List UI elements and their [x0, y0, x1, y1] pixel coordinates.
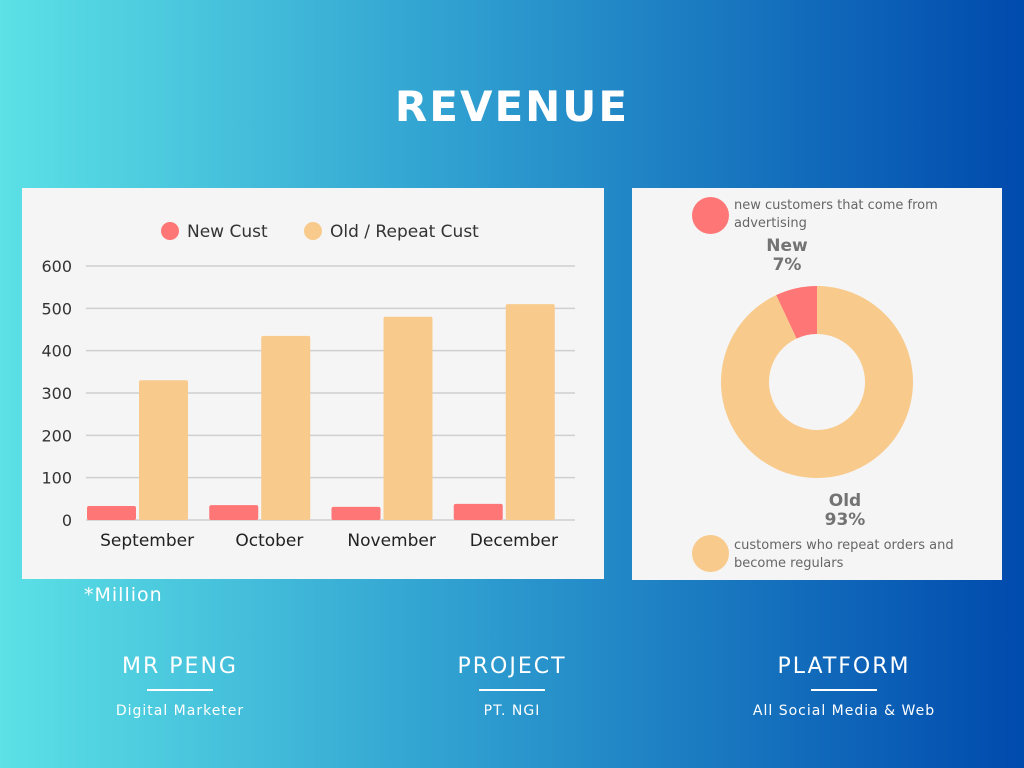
- legend-marker: [304, 222, 322, 240]
- donut-slice-new: [776, 286, 817, 339]
- bar-old-repeat-cust: [139, 380, 188, 520]
- legend-dot-old: [692, 535, 729, 572]
- old-slice-label: Old 93%: [824, 491, 866, 530]
- y-tick-label: 300: [41, 384, 72, 403]
- donut-chart-panel: new customers that come from advertising…: [632, 188, 1002, 580]
- donut-chart: [721, 286, 913, 479]
- y-tick-label: 0: [62, 511, 72, 530]
- old-description: customers who repeat orders and become r…: [734, 538, 954, 571]
- footer-project: PROJECT PT. NGI: [457, 654, 567, 719]
- bar-old-repeat-cust: [505, 304, 555, 520]
- bar-new-cust: [87, 506, 136, 520]
- x-tick-label: September: [100, 531, 194, 551]
- legend-dot-new: [692, 197, 729, 234]
- y-tick-label: 100: [41, 469, 72, 488]
- y-tick-label: 400: [41, 342, 72, 361]
- bar-new-cust: [209, 505, 259, 520]
- legend-marker: [161, 222, 179, 240]
- bar-chart: 0 100 200 300 400 500 600 September October Novem…: [41, 222, 575, 551]
- footer-platform: PLATFORM All Social Media & Web: [752, 654, 936, 719]
- unit-note: *Million: [84, 584, 163, 606]
- footer-name: MR PENG Digital Marketer: [115, 654, 245, 719]
- new-slice-label: New 7%: [766, 236, 808, 275]
- x-tick-label: November: [347, 531, 435, 551]
- bar-old-repeat-cust: [383, 316, 433, 520]
- x-tick-label: December: [470, 531, 558, 551]
- new-description: new customers that come from advertising: [734, 198, 938, 231]
- legend-label: New Cust: [187, 222, 268, 242]
- bar-new-cust: [453, 503, 503, 520]
- bar-old-repeat-cust: [261, 335, 311, 520]
- bar-chart-panel: 0 100 200 300 400 500 600 September October Novem…: [22, 188, 604, 579]
- x-tick-label: October: [235, 531, 303, 551]
- donut-slice-old: [721, 286, 913, 479]
- y-tick-label: 600: [41, 257, 72, 276]
- y-tick-label: 200: [41, 426, 72, 445]
- bar-new-cust: [331, 506, 381, 520]
- legend-label: Old / Repeat Cust: [330, 222, 479, 242]
- page-title: REVENUE: [394, 82, 630, 131]
- y-tick-label: 500: [41, 299, 72, 318]
